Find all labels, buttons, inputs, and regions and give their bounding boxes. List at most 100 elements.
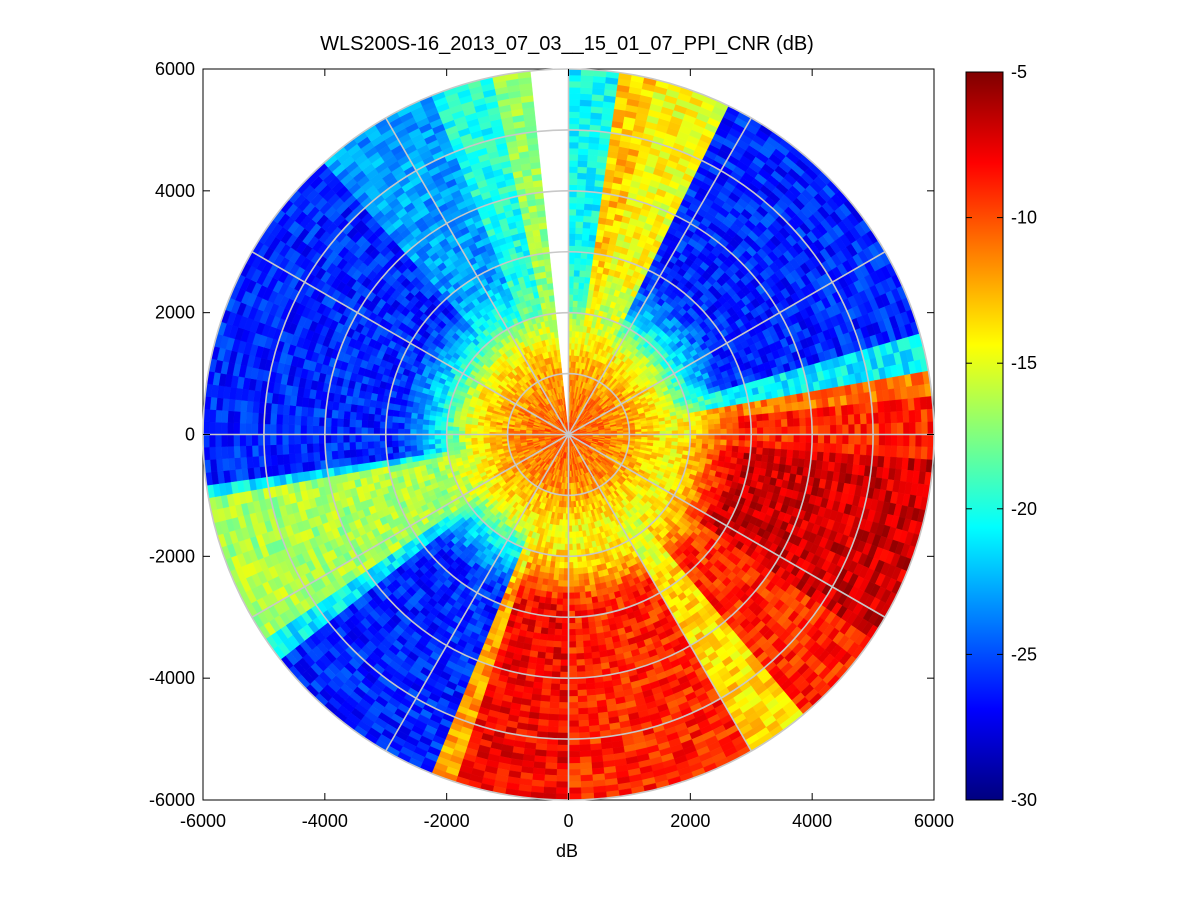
cnr-cell [737, 446, 745, 454]
cnr-cell [736, 403, 744, 411]
cnr-cell [774, 448, 782, 458]
cnr-cell [588, 136, 600, 144]
cnr-cell [584, 203, 593, 211]
cnr-cell [635, 429, 642, 433]
cnr-cell [589, 222, 599, 230]
cnr-cell [580, 258, 588, 266]
cnr-cell [846, 404, 855, 416]
cnr-cell [665, 423, 673, 428]
cnr-cell [576, 202, 585, 210]
cnr-cell [817, 416, 825, 426]
cnr-cell [590, 106, 604, 114]
cnr-cell [903, 422, 910, 435]
cnr-cell [853, 403, 861, 415]
cnr-cell [568, 141, 579, 149]
cnr-cell [902, 410, 910, 424]
cnr-cell [713, 444, 721, 451]
cnr-cell [714, 423, 721, 430]
cnr-cell [568, 74, 582, 82]
cnr-cell [572, 300, 579, 308]
cnr-cell [677, 422, 685, 428]
cnr-cell [575, 233, 583, 241]
cnr-cell [768, 412, 776, 421]
cnr-cell [568, 202, 577, 210]
cnr-cell [665, 437, 673, 442]
cnr-cell [787, 426, 795, 435]
cnr-cell [744, 427, 752, 435]
cnr-cell [822, 452, 831, 463]
cnr-cell [859, 444, 868, 456]
cnr-cell [897, 422, 904, 435]
cnr-cell [732, 428, 740, 435]
cnr-cell [572, 294, 579, 302]
cnr-cell [866, 423, 874, 435]
cnr-cell [568, 269, 575, 277]
cnr-cell [836, 434, 843, 445]
cnr-cell [914, 409, 922, 423]
cnr-cell [677, 426, 685, 431]
cnr-cell [583, 209, 593, 217]
cnr-cell [579, 264, 587, 272]
cnr-cell [731, 416, 739, 424]
cnr-cell [762, 441, 770, 449]
cnr-cell [575, 227, 584, 235]
cnr-cell [588, 142, 600, 150]
cnr-cell [775, 426, 782, 435]
cnr-cell [568, 214, 577, 222]
cnr-cell [792, 410, 800, 419]
cnr-cell [580, 81, 594, 89]
cnr-cell [836, 424, 843, 435]
cnr-cell [724, 405, 732, 413]
cnr-cell [568, 227, 576, 234]
cnr-cell [591, 210, 601, 218]
cnr-cell [568, 154, 579, 161]
cnr-cell [707, 413, 715, 421]
cnr-cell [695, 424, 703, 431]
cnr-cell [799, 442, 807, 452]
cnr-cell [738, 421, 746, 429]
cnr-cell [823, 443, 831, 453]
cnr-cell [731, 451, 739, 459]
cnr-cell [756, 440, 764, 449]
cnr-cell [774, 441, 782, 450]
cnr-cell [568, 160, 579, 167]
cnr-cell [761, 454, 769, 463]
cnr-cell [659, 424, 666, 429]
cnr-cell [582, 221, 592, 229]
cnr-cell [780, 418, 788, 428]
cnr-cell [799, 434, 807, 443]
cnr-cell [568, 129, 580, 137]
cnr-cell [757, 427, 764, 435]
cnr-cell [755, 407, 763, 415]
cnr-cell [750, 434, 758, 442]
cnr-cell [780, 449, 788, 458]
cnr-cell [756, 420, 764, 429]
cnr-cell [908, 410, 916, 423]
cnr-cell [773, 455, 781, 465]
cnr-cell [568, 87, 581, 94]
cnr-cell [579, 105, 592, 113]
cnr-cell [694, 415, 703, 422]
cnr-cell [830, 434, 837, 445]
cnr-cell [647, 428, 654, 432]
cnr-cell [725, 417, 733, 424]
cnr-cell [578, 288, 584, 296]
cnr-cell [568, 166, 579, 173]
cnr-cell [785, 402, 793, 412]
cnr-cell [890, 434, 898, 447]
cnr-cell [823, 425, 831, 435]
cnr-cell [671, 437, 679, 443]
cnr-cell [797, 458, 805, 468]
cnr-cell [568, 257, 575, 265]
cnr-cell [787, 434, 795, 443]
cnr-cell [767, 405, 775, 414]
cnr-cell [768, 448, 776, 457]
cnr-cell [823, 416, 831, 426]
cnr-cell [726, 439, 734, 447]
cnr-cell [775, 434, 782, 443]
cnr-cell [878, 423, 886, 435]
cnr-cell [568, 80, 582, 88]
cnr-cell [860, 434, 868, 446]
cnr-cell [767, 455, 775, 464]
